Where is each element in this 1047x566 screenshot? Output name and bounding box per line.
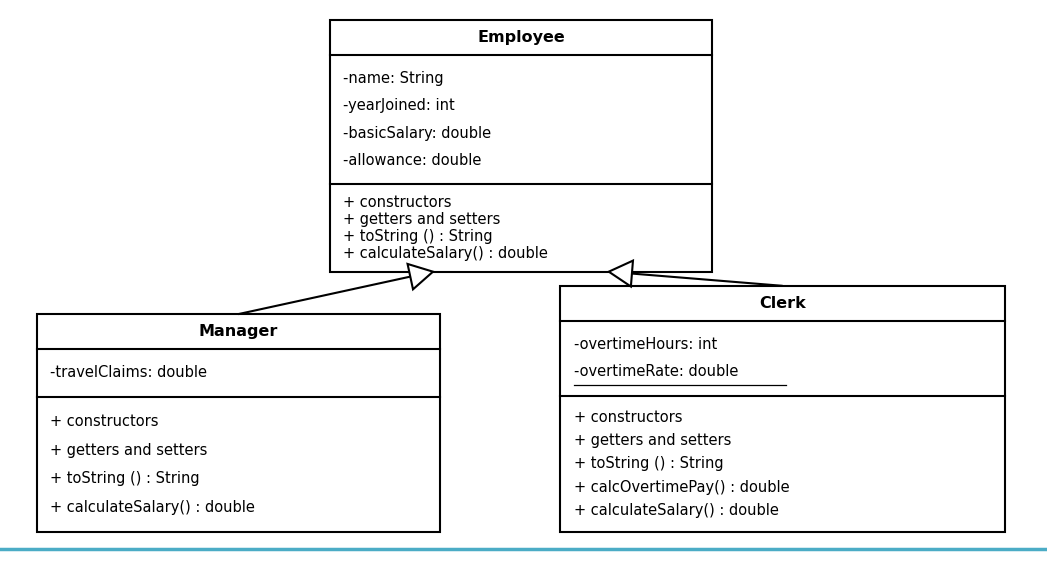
Bar [330, 20, 712, 272]
Bar [37, 314, 440, 532]
Text: -name: String: -name: String [343, 71, 444, 86]
Text: -allowance: double: -allowance: double [343, 153, 482, 168]
Text: + getters and setters: + getters and setters [50, 443, 207, 457]
Text: + calcOvertimePay() : double: + calcOvertimePay() : double [574, 479, 789, 495]
Text: + toString () : String: + toString () : String [343, 229, 493, 244]
Bar [560, 286, 1005, 532]
Polygon shape [608, 260, 633, 286]
Text: + toString () : String: + toString () : String [50, 471, 200, 486]
Text: -yearJoined: int: -yearJoined: int [343, 98, 455, 113]
Text: -overtimeRate: double: -overtimeRate: double [574, 365, 738, 379]
Text: -travelClaims: double: -travelClaims: double [50, 366, 207, 380]
Text: + getters and setters: + getters and setters [574, 433, 731, 448]
Text: + calculateSalary() : double: + calculateSalary() : double [343, 246, 549, 260]
Text: -overtimeHours: int: -overtimeHours: int [574, 337, 717, 352]
Text: + calculateSalary() : double: + calculateSalary() : double [574, 503, 779, 518]
Text: Clerk: Clerk [759, 296, 806, 311]
Text: Employee: Employee [477, 30, 564, 45]
Text: + constructors: + constructors [50, 414, 159, 429]
Polygon shape [407, 264, 433, 289]
Text: + toString () : String: + toString () : String [574, 456, 723, 471]
Text: + calculateSalary() : double: + calculateSalary() : double [50, 500, 255, 515]
Text: Manager: Manager [199, 324, 277, 339]
Text: -basicSalary: double: -basicSalary: double [343, 126, 491, 140]
Text: + constructors: + constructors [343, 195, 452, 210]
Text: + getters and setters: + getters and setters [343, 212, 500, 227]
Text: + constructors: + constructors [574, 410, 683, 425]
